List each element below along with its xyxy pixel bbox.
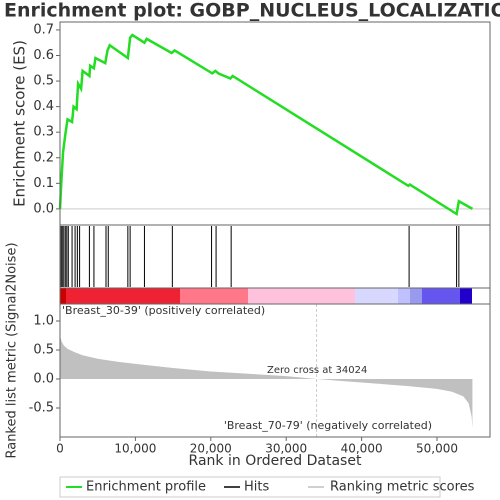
- y-tick-label: 0.3: [33, 125, 54, 140]
- x-tick-label: 50,000: [416, 442, 458, 456]
- y-tick-label: 0.7: [33, 22, 54, 37]
- legend-label: Hits: [244, 480, 269, 495]
- color-bar: [60, 288, 472, 304]
- metric-area: [60, 335, 473, 429]
- annotation: 'Breast_70-79' (negatively correlated): [224, 419, 432, 432]
- color-bar-segment: [422, 288, 460, 304]
- color-bar-segment: [398, 288, 410, 304]
- y-axis-label: Enrichment score (ES): [11, 40, 29, 207]
- y-axis-label: Ranked list metric (Signal2Noise): [5, 242, 20, 458]
- y-tick-label: 0.2: [33, 150, 54, 165]
- y-tick-label: 0.6: [33, 48, 54, 63]
- color-bar-segment: [180, 288, 248, 304]
- legend-box: [59, 476, 441, 498]
- y-tick-label: 0.0: [33, 371, 54, 386]
- color-bar-segment: [248, 288, 355, 304]
- legend-label: Enrichment profile: [86, 480, 206, 495]
- y-tick-label: -0.5: [29, 400, 54, 415]
- legend: Enrichment profile Hits Ranking metric s…: [59, 476, 475, 498]
- color-bar-segment: [460, 288, 472, 304]
- x-tick-label: 20,000: [190, 442, 232, 456]
- annotation: 'Breast_30-39' (positively correlated): [62, 304, 265, 317]
- x-axis-label: Rank in Ordered Dataset: [189, 453, 362, 469]
- chart-title: Enrichment plot: GOBP_NUCLEUS_LOCALIZATI…: [4, 0, 500, 22]
- y-tick-label: 0.5: [33, 74, 54, 89]
- y-tick-label: 0.0: [33, 201, 54, 216]
- color-bar-segment: [66, 288, 180, 304]
- legend-label: Ranking metric scores: [330, 480, 475, 495]
- plot-frame: [59, 21, 491, 438]
- x-tick-label: 0: [56, 442, 64, 456]
- y-tick-label: 0.5: [33, 342, 54, 357]
- color-bar-segment: [410, 288, 422, 304]
- y-tick-label: 0.1: [33, 176, 54, 191]
- annotation: Zero cross at 34024: [267, 365, 367, 376]
- x-tick-label: 30,000: [265, 442, 307, 456]
- x-tick-label: 10,000: [114, 442, 156, 456]
- y-tick-label: 0.4: [33, 99, 54, 114]
- es-line: [58, 33, 474, 217]
- y-tick-label: 1.0: [33, 313, 54, 328]
- color-bar-segment: [60, 288, 66, 304]
- x-tick-label: 40,000: [341, 442, 383, 456]
- color-bar-segment: [355, 288, 398, 304]
